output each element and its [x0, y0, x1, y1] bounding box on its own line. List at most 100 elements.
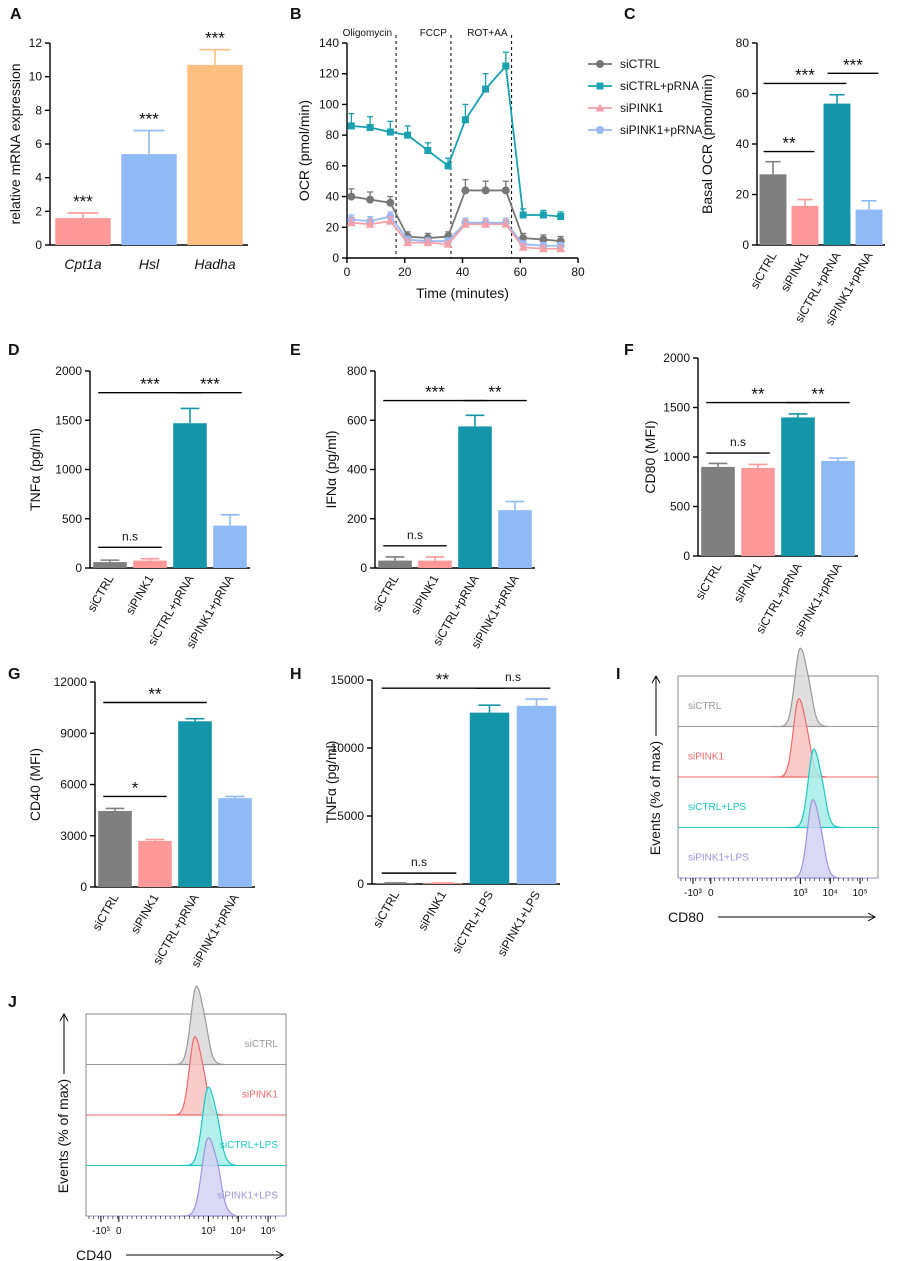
y-tick-label: 0 — [742, 238, 749, 252]
data-point — [596, 60, 604, 68]
arrow-head — [651, 674, 661, 684]
x-tick-label: siPINK1 — [128, 891, 162, 936]
significance-label: *** — [205, 29, 225, 48]
legend-label: siCTRL+pRNA — [620, 79, 699, 93]
injection-label: Oligomycin — [343, 28, 392, 39]
data-point — [501, 186, 510, 195]
data-point — [482, 85, 490, 93]
y-tick-label: 20 — [736, 188, 750, 202]
chart-b: 0 20 40 60 80 100 120 140 0 20 40 60 80 Time (minutes… — [296, 28, 702, 301]
y-tick-label: 120 — [319, 67, 339, 81]
y-tick-label: 0 — [332, 251, 339, 265]
significance-label: ** — [436, 670, 450, 689]
y-tick-label: 600 — [347, 413, 367, 427]
y-tick-label: 40 — [326, 190, 340, 204]
data-point — [596, 126, 604, 134]
x-tick-label: siCTRL — [692, 560, 724, 602]
track-label: siPINK1 — [242, 1089, 279, 1100]
bar-sictrl — [378, 560, 412, 568]
panel-label-g: G — [8, 666, 20, 683]
data-point — [461, 116, 469, 124]
y-tick-label: 500 — [670, 500, 690, 514]
panel-label-a: A — [10, 6, 22, 23]
x-tick-label: 10⁴ — [823, 888, 838, 899]
bar-sipink1-prna — [213, 525, 247, 568]
significance-label: ** — [751, 385, 765, 404]
x-axis-label: Time (minutes) — [416, 285, 509, 301]
series-line — [351, 220, 561, 250]
y-tick-label: 80 — [736, 36, 750, 50]
data-point — [347, 122, 355, 130]
arrow-head — [867, 912, 877, 922]
y-tick-label: 3000 — [60, 829, 87, 843]
x-tick-label: siPINK1 — [415, 888, 449, 933]
significance-label: n.s — [505, 670, 521, 684]
data-point — [518, 242, 528, 251]
x-tick-label: siCTRL+LPS — [449, 889, 496, 956]
data-point — [481, 186, 490, 195]
track-label: siCTRL+LPS — [220, 1140, 278, 1151]
significance-label: *** — [139, 110, 159, 129]
x-tick-label: siCTRL — [747, 249, 779, 291]
x-tick-label: 40 — [456, 265, 470, 279]
y-tick-label: 1000 — [663, 450, 690, 464]
data-point — [386, 198, 395, 207]
x-tick-label: siCTRL — [89, 891, 121, 933]
series-line — [351, 63, 561, 218]
bar-sipink1-lps — [516, 705, 557, 884]
panel-label-b: B — [290, 6, 302, 23]
y-tick-label: 0 — [75, 561, 82, 575]
significance-label: ** — [782, 134, 796, 153]
x-tick-label: Hadha — [194, 256, 235, 272]
y-tick-label: 6000 — [60, 778, 87, 792]
data-point — [365, 219, 375, 228]
data-point — [404, 131, 412, 139]
chart-c: 0 20 40 60 80 Basal OCR (pmol/min) siCTRLsiPIN… — [699, 36, 885, 328]
y-tick-label: 140 — [319, 36, 339, 50]
y-tick-label: 12000 — [54, 675, 88, 689]
data-point — [347, 192, 356, 201]
x-tick-label: 10⁵ — [852, 888, 867, 899]
data-point — [501, 219, 511, 228]
bar-sictrl-prna — [823, 103, 851, 245]
significance-label: * — [132, 778, 139, 797]
x-axis-label: CD40 — [76, 1247, 112, 1261]
bar-sictrl — [98, 810, 132, 887]
legend-label: siCTRL — [620, 57, 660, 71]
bar-sipink1 — [791, 205, 819, 245]
x-tick-label: siCTRL — [84, 572, 116, 614]
legend-label: siPINK1 — [620, 101, 664, 115]
y-tick-label: 80 — [326, 128, 340, 142]
significance-label: ** — [488, 383, 502, 402]
data-point — [519, 234, 528, 243]
significance-label: ** — [811, 385, 825, 404]
chart-g: 0 3000 6000 9000 12000 CD40 (MFI) siCTRL siPINK… — [27, 675, 255, 970]
x-tick-label: siCTRL — [370, 888, 402, 930]
y-tick-label: 2 — [35, 204, 42, 218]
bar-sipink1-prna — [218, 798, 252, 887]
y-axis-label: IFNα (pg/ml) — [323, 430, 339, 508]
chart-j: siCTRL siPINK1 siCTRL+LPS siPINK1+LPS -10³ 0 1… — [55, 985, 287, 1261]
y-tick-label: 10000 — [331, 741, 365, 755]
y-tick-label: 8 — [35, 103, 42, 117]
x-tick-label: siPINK1+LPS — [494, 889, 543, 959]
data-point — [519, 211, 527, 219]
y-tick-label: 800 — [347, 364, 367, 378]
panel-label-e: E — [290, 342, 301, 359]
x-tick-label: 80 — [571, 265, 585, 279]
y-tick-label: 2000 — [663, 351, 690, 365]
data-point — [386, 128, 394, 136]
significance-label: n.s — [122, 529, 138, 543]
injection-label: ROT+AA — [467, 28, 508, 39]
bar-hsl — [121, 154, 177, 245]
panel-label-h: H — [290, 666, 302, 683]
x-tick-label: siPINK1 — [123, 572, 157, 617]
histogram-peak — [180, 1137, 236, 1217]
bar-sictrl-lps — [469, 712, 510, 884]
bar-sictrl-prna — [178, 721, 212, 887]
data-point — [444, 162, 452, 170]
data-point — [596, 82, 604, 90]
x-tick-label: 10⁵ — [260, 1226, 275, 1237]
y-tick-label: 0 — [80, 880, 87, 894]
